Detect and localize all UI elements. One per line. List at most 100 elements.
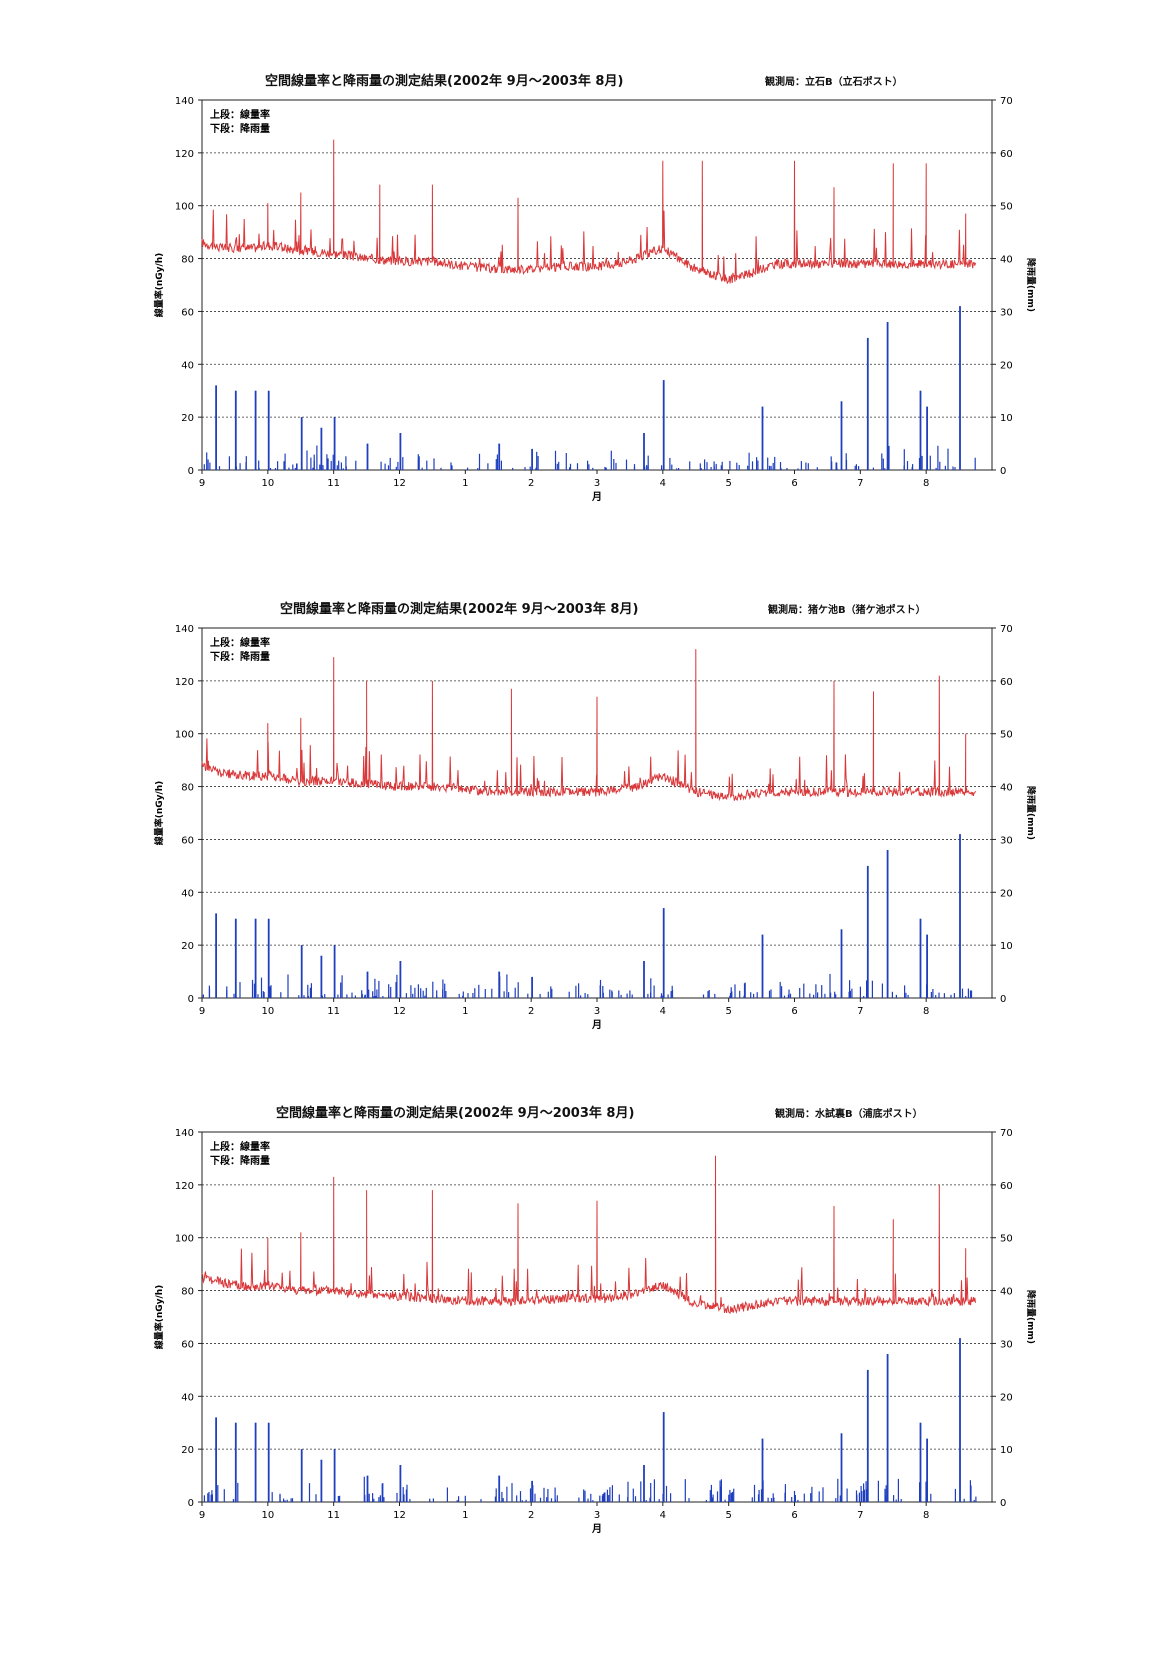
rain-bar: [897, 1478, 899, 1502]
rain-bar-peak: [300, 417, 303, 470]
rain-bar: [217, 1485, 219, 1502]
rain-bar: [420, 988, 422, 998]
rain-bar: [973, 1499, 975, 1502]
y-tick-label: 60: [181, 307, 194, 318]
rain-bar: [667, 994, 669, 998]
rain-bar: [877, 1480, 879, 1502]
rain-bar: [340, 462, 342, 470]
rain-bar: [332, 454, 334, 470]
rain-bar: [417, 454, 419, 470]
y-right-tick-label: 50: [1000, 730, 1013, 741]
rain-bar: [395, 466, 397, 470]
rain-bar: [818, 1491, 820, 1502]
rain-bar: [702, 994, 705, 998]
rain-bar: [547, 991, 549, 998]
rain-bar: [863, 1483, 865, 1502]
x-axis-label: 月: [591, 1019, 602, 1031]
chart-panel-2: 空間線量率と降雨量の測定結果(2002年 9月～2003年 8月) 観測局：猪ケ…: [140, 588, 1040, 1058]
rain-bar: [627, 1481, 629, 1502]
rain-bar: [610, 450, 612, 470]
rain-bar: [963, 1498, 965, 1502]
rain-bar: [379, 1495, 381, 1502]
rain-bar: [710, 467, 712, 470]
x-tick-label: 9: [199, 478, 205, 489]
rain-bar: [603, 1492, 605, 1502]
rain-bar: [376, 989, 378, 998]
rain-bar: [341, 975, 343, 998]
y-tick-label: 120: [175, 149, 194, 160]
x-tick-label: 11: [327, 1006, 340, 1017]
rain-bar: [830, 456, 832, 470]
rain-bar: [284, 453, 286, 470]
rain-bar: [345, 466, 347, 470]
rain-bar: [783, 995, 786, 998]
rain-bar: [835, 994, 837, 998]
rain-bar-peak: [643, 433, 645, 470]
rain-bar: [245, 462, 247, 470]
rain-bar: [451, 465, 453, 470]
x-tick-label: 11: [327, 1510, 340, 1521]
rain-bar: [361, 993, 363, 998]
rain-bar: [326, 454, 328, 470]
rain-bar: [817, 992, 819, 998]
rain-bar-peak: [267, 1422, 270, 1502]
rain-bar: [975, 1496, 977, 1502]
x-tick-label: 9: [199, 1006, 205, 1017]
rain-bar: [368, 1493, 370, 1502]
rain-bar: [837, 1478, 839, 1502]
chart-title: 空間線量率と降雨量の測定結果(2002年 9月～2003年 8月): [276, 1106, 635, 1121]
y-tick-label: 20: [181, 1445, 194, 1456]
rain-bar: [310, 457, 312, 470]
rain-bar-peak: [333, 417, 336, 470]
rain-bar: [893, 1495, 895, 1502]
rain-bar: [670, 1493, 672, 1502]
y-right-tick-label: 20: [1000, 1392, 1013, 1403]
rain-bar: [772, 462, 774, 470]
rain-bar: [895, 1499, 897, 1502]
y-right-tick-label: 70: [1000, 1128, 1013, 1139]
rain-bar: [262, 991, 264, 998]
rain-bar: [529, 466, 531, 470]
rain-bar: [556, 463, 558, 470]
y-tick-label: 0: [188, 994, 194, 1005]
rain-bar: [478, 453, 481, 470]
rain-bar: [604, 466, 606, 470]
rain-bar: [303, 995, 305, 998]
rain-bar: [494, 1496, 496, 1502]
rain-bar: [477, 468, 479, 470]
rain-bar: [316, 445, 318, 470]
rain-bar: [794, 1495, 796, 1502]
rain-bar: [713, 461, 715, 470]
y-axis-label-left: 線量率(nGy/h): [153, 1285, 165, 1350]
rain-bar: [388, 984, 390, 998]
x-tick-label: 3: [594, 1006, 600, 1017]
rain-bar: [403, 1500, 405, 1502]
rain-bar: [536, 451, 538, 470]
rain-bar: [768, 990, 771, 998]
rain-bar: [322, 465, 324, 470]
rain-bar: [858, 1492, 860, 1502]
rain-bar: [383, 1497, 385, 1502]
rain-bar: [739, 990, 741, 998]
y-right-tick-label: 0: [1000, 466, 1006, 477]
rain-bar: [756, 992, 758, 998]
rain-bar: [824, 993, 826, 998]
rain-bar: [706, 462, 708, 470]
rain-bar-peak: [531, 976, 533, 998]
rain-bar: [445, 991, 447, 998]
rain-bar: [232, 1499, 234, 1502]
rain-bar: [903, 449, 905, 470]
rain-bar: [753, 1484, 756, 1502]
rain-bar: [729, 1493, 731, 1502]
rain-bar: [374, 978, 376, 998]
rain-bar: [884, 1488, 886, 1502]
rain-bar: [436, 990, 438, 998]
rain-bar: [822, 1487, 824, 1502]
rain-bar: [688, 1498, 690, 1502]
rain-bar-peak: [498, 443, 501, 470]
rain-bar-peak: [399, 433, 402, 470]
rain-bar: [768, 465, 771, 470]
rain-bar: [274, 468, 277, 470]
chart-panel-1: 空間線量率と降雨量の測定結果(2002年 9月～2003年 8月) 観測局：立石…: [140, 60, 1040, 530]
legend-entry: 上段：線量率: [210, 636, 270, 649]
